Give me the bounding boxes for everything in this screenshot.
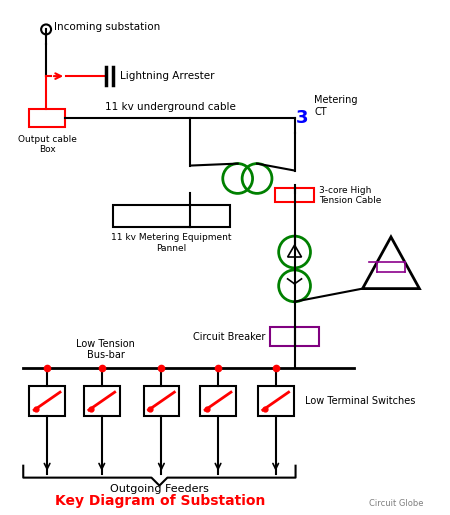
Text: Outgoing Feeders: Outgoing Feeders — [110, 484, 209, 493]
Bar — [144, 386, 179, 416]
Bar — [274, 188, 315, 202]
Bar — [258, 386, 293, 416]
Text: Key Diagram of Substation: Key Diagram of Substation — [55, 494, 266, 508]
Bar — [200, 386, 236, 416]
Text: 3: 3 — [296, 109, 308, 127]
Text: Metering
CT: Metering CT — [315, 95, 358, 117]
Text: Low Terminal Switches: Low Terminal Switches — [305, 396, 415, 406]
Text: Lightning Arrester: Lightning Arrester — [120, 71, 214, 81]
Text: Output cable
Box: Output cable Box — [18, 135, 76, 154]
Bar — [112, 205, 230, 227]
Bar — [84, 386, 120, 416]
Text: Circuit Globe: Circuit Globe — [369, 500, 424, 508]
Text: 11 kv underground cable: 11 kv underground cable — [105, 102, 236, 112]
Text: 3-core High
Tension Cable: 3-core High Tension Cable — [320, 186, 382, 205]
Bar — [29, 386, 65, 416]
Text: Circuit Breaker: Circuit Breaker — [194, 332, 266, 341]
Bar — [29, 109, 65, 127]
Bar — [270, 327, 320, 347]
Text: 11 kv Metering Equipment
Pannel: 11 kv Metering Equipment Pannel — [111, 233, 232, 252]
Text: Low Tension
Bus-bar: Low Tension Bus-bar — [76, 339, 135, 360]
Text: Incoming substation: Incoming substation — [54, 23, 160, 32]
